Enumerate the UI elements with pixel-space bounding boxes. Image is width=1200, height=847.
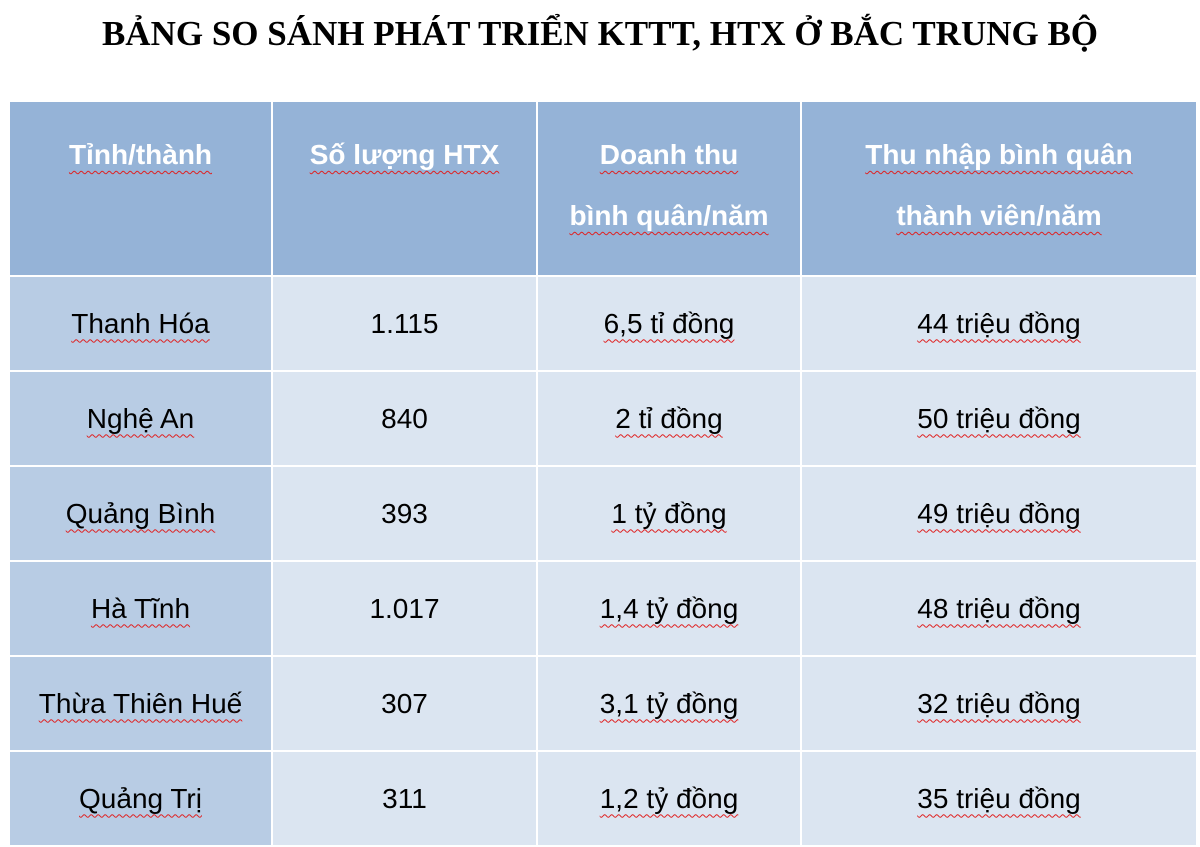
header-line: Doanh thu bbox=[538, 124, 800, 185]
cell-text: 393 bbox=[381, 497, 428, 529]
table-cell: 1 tỷ đồng bbox=[536, 465, 802, 562]
cell-text: Hà Tĩnh bbox=[90, 592, 191, 624]
table-cell: 1,2 tỷ đồng bbox=[536, 750, 802, 847]
table-cell: 840 bbox=[271, 370, 538, 467]
cell-text: 48 triệu đồng bbox=[917, 592, 1081, 624]
table-row: Thừa Thiên Huế 307 3,1 tỷ đồng 32 triệu đồn… bbox=[8, 655, 1198, 752]
header-line: Thu nhập bình quân bbox=[802, 124, 1196, 185]
table-cell: 311 bbox=[271, 750, 538, 847]
table-cell: 35 triệu đồng bbox=[800, 750, 1198, 847]
table-cell: Thừa Thiên Huế bbox=[8, 655, 273, 752]
table-cell: 3,1 tỷ đồng bbox=[536, 655, 802, 752]
table-cell: 50 triệu đồng bbox=[800, 370, 1198, 467]
table-row: Quảng Bình 393 1 tỷ đồng 49 triệu đồng bbox=[8, 465, 1198, 562]
table-row: Thanh Hóa 1.115 6,5 tỉ đồng 44 triệu đồng bbox=[8, 275, 1198, 372]
table-cell: 44 triệu đồng bbox=[800, 275, 1198, 372]
cell-text: 1.017 bbox=[369, 592, 440, 624]
cell-text: 49 triệu đồng bbox=[917, 497, 1081, 529]
header-cell: Doanh thu bình quân/năm bbox=[536, 100, 802, 277]
title: BẢNG SO SÁNH PHÁT TRIỂN KTTT, HTX Ở BẮC … bbox=[101, 14, 1099, 53]
cell-text: 32 triệu đồng bbox=[917, 687, 1081, 719]
cell-text: Thừa Thiên Huế bbox=[38, 687, 243, 719]
header-text: Thu nhập bình quân bbox=[865, 139, 1133, 170]
cell-text: 2 tỉ đồng bbox=[615, 402, 723, 434]
header-text: Tỉnh/thành bbox=[68, 139, 213, 170]
cell-text: 1 tỷ đồng bbox=[611, 497, 727, 529]
cell-text: 50 triệu đồng bbox=[917, 402, 1081, 434]
cell-text: 311 bbox=[382, 782, 427, 814]
header-cell: Tỉnh/thành bbox=[8, 100, 273, 277]
table-cell: 1,4 tỷ đồng bbox=[536, 560, 802, 657]
table-cell: 48 triệu đồng bbox=[800, 560, 1198, 657]
header-row: Tỉnh/thành Số lượng HTX Doanh thu bình quân… bbox=[8, 100, 1198, 277]
header-cell: Số lượng HTX bbox=[271, 100, 538, 277]
comparison-table: Tỉnh/thành Số lượng HTX Doanh thu bình quân… bbox=[8, 100, 1198, 847]
cell-text: Nghệ An bbox=[86, 402, 195, 434]
cell-text: Quảng Trị bbox=[79, 782, 202, 814]
cell-text: 3,1 tỷ đồng bbox=[599, 687, 739, 719]
table-cell: 1.115 bbox=[271, 275, 538, 372]
header-text: thành viên/năm bbox=[896, 200, 1102, 231]
cell-text: 44 triệu đồng bbox=[917, 307, 1081, 339]
cell-text: 1,4 tỷ đồng bbox=[599, 592, 739, 624]
header-line: Tỉnh/thành bbox=[10, 124, 271, 185]
cell-text: 1.115 bbox=[370, 307, 439, 339]
header-text: bình quân/năm bbox=[569, 200, 769, 231]
header-line: bình quân/năm bbox=[538, 185, 800, 246]
table-cell: 6,5 tỉ đồng bbox=[536, 275, 802, 372]
page: BẢNG SO SÁNH PHÁT TRIỂN KTTT, HTX Ở BẮC … bbox=[8, 14, 1198, 847]
table-cell: Nghệ An bbox=[8, 370, 273, 467]
table-cell: Quảng Bình bbox=[8, 465, 273, 562]
table-cell: 32 triệu đồng bbox=[800, 655, 1198, 752]
table-row: Quảng Trị 311 1,2 tỷ đồng 35 triệu đồng bbox=[8, 750, 1198, 847]
table-cell: 393 bbox=[271, 465, 538, 562]
cell-text: Quảng Bình bbox=[65, 497, 216, 529]
header-line: Số lượng HTX bbox=[273, 124, 536, 185]
table-row: Nghệ An 840 2 tỉ đồng 50 triệu đồng bbox=[8, 370, 1198, 467]
table-cell: 49 triệu đồng bbox=[800, 465, 1198, 562]
cell-text: 1,2 tỷ đồng bbox=[599, 782, 739, 814]
header-cell: Thu nhập bình quân thành viên/năm bbox=[800, 100, 1198, 277]
table-cell: Quảng Trị bbox=[8, 750, 273, 847]
table-cell: 307 bbox=[271, 655, 538, 752]
table-cell: 1.017 bbox=[271, 560, 538, 657]
cell-text: 6,5 tỉ đồng bbox=[603, 307, 735, 339]
header-line: thành viên/năm bbox=[802, 185, 1196, 246]
table-body: Thanh Hóa 1.115 6,5 tỉ đồng 44 triệu đồng Ng… bbox=[8, 275, 1198, 847]
header-text: Số lượng HTX bbox=[309, 139, 500, 170]
cell-text: Thanh Hóa bbox=[71, 307, 210, 339]
table-cell: 2 tỉ đồng bbox=[536, 370, 802, 467]
cell-text: 35 triệu đồng bbox=[917, 782, 1081, 814]
header-text: Doanh thu bbox=[599, 139, 739, 170]
table-cell: Hà Tĩnh bbox=[8, 560, 273, 657]
table-cell: Thanh Hóa bbox=[8, 275, 273, 372]
table-row: Hà Tĩnh 1.017 1,4 tỷ đồng 48 triệu đồng bbox=[8, 560, 1198, 657]
cell-text: 307 bbox=[381, 687, 428, 719]
cell-text: 840 bbox=[381, 402, 428, 434]
